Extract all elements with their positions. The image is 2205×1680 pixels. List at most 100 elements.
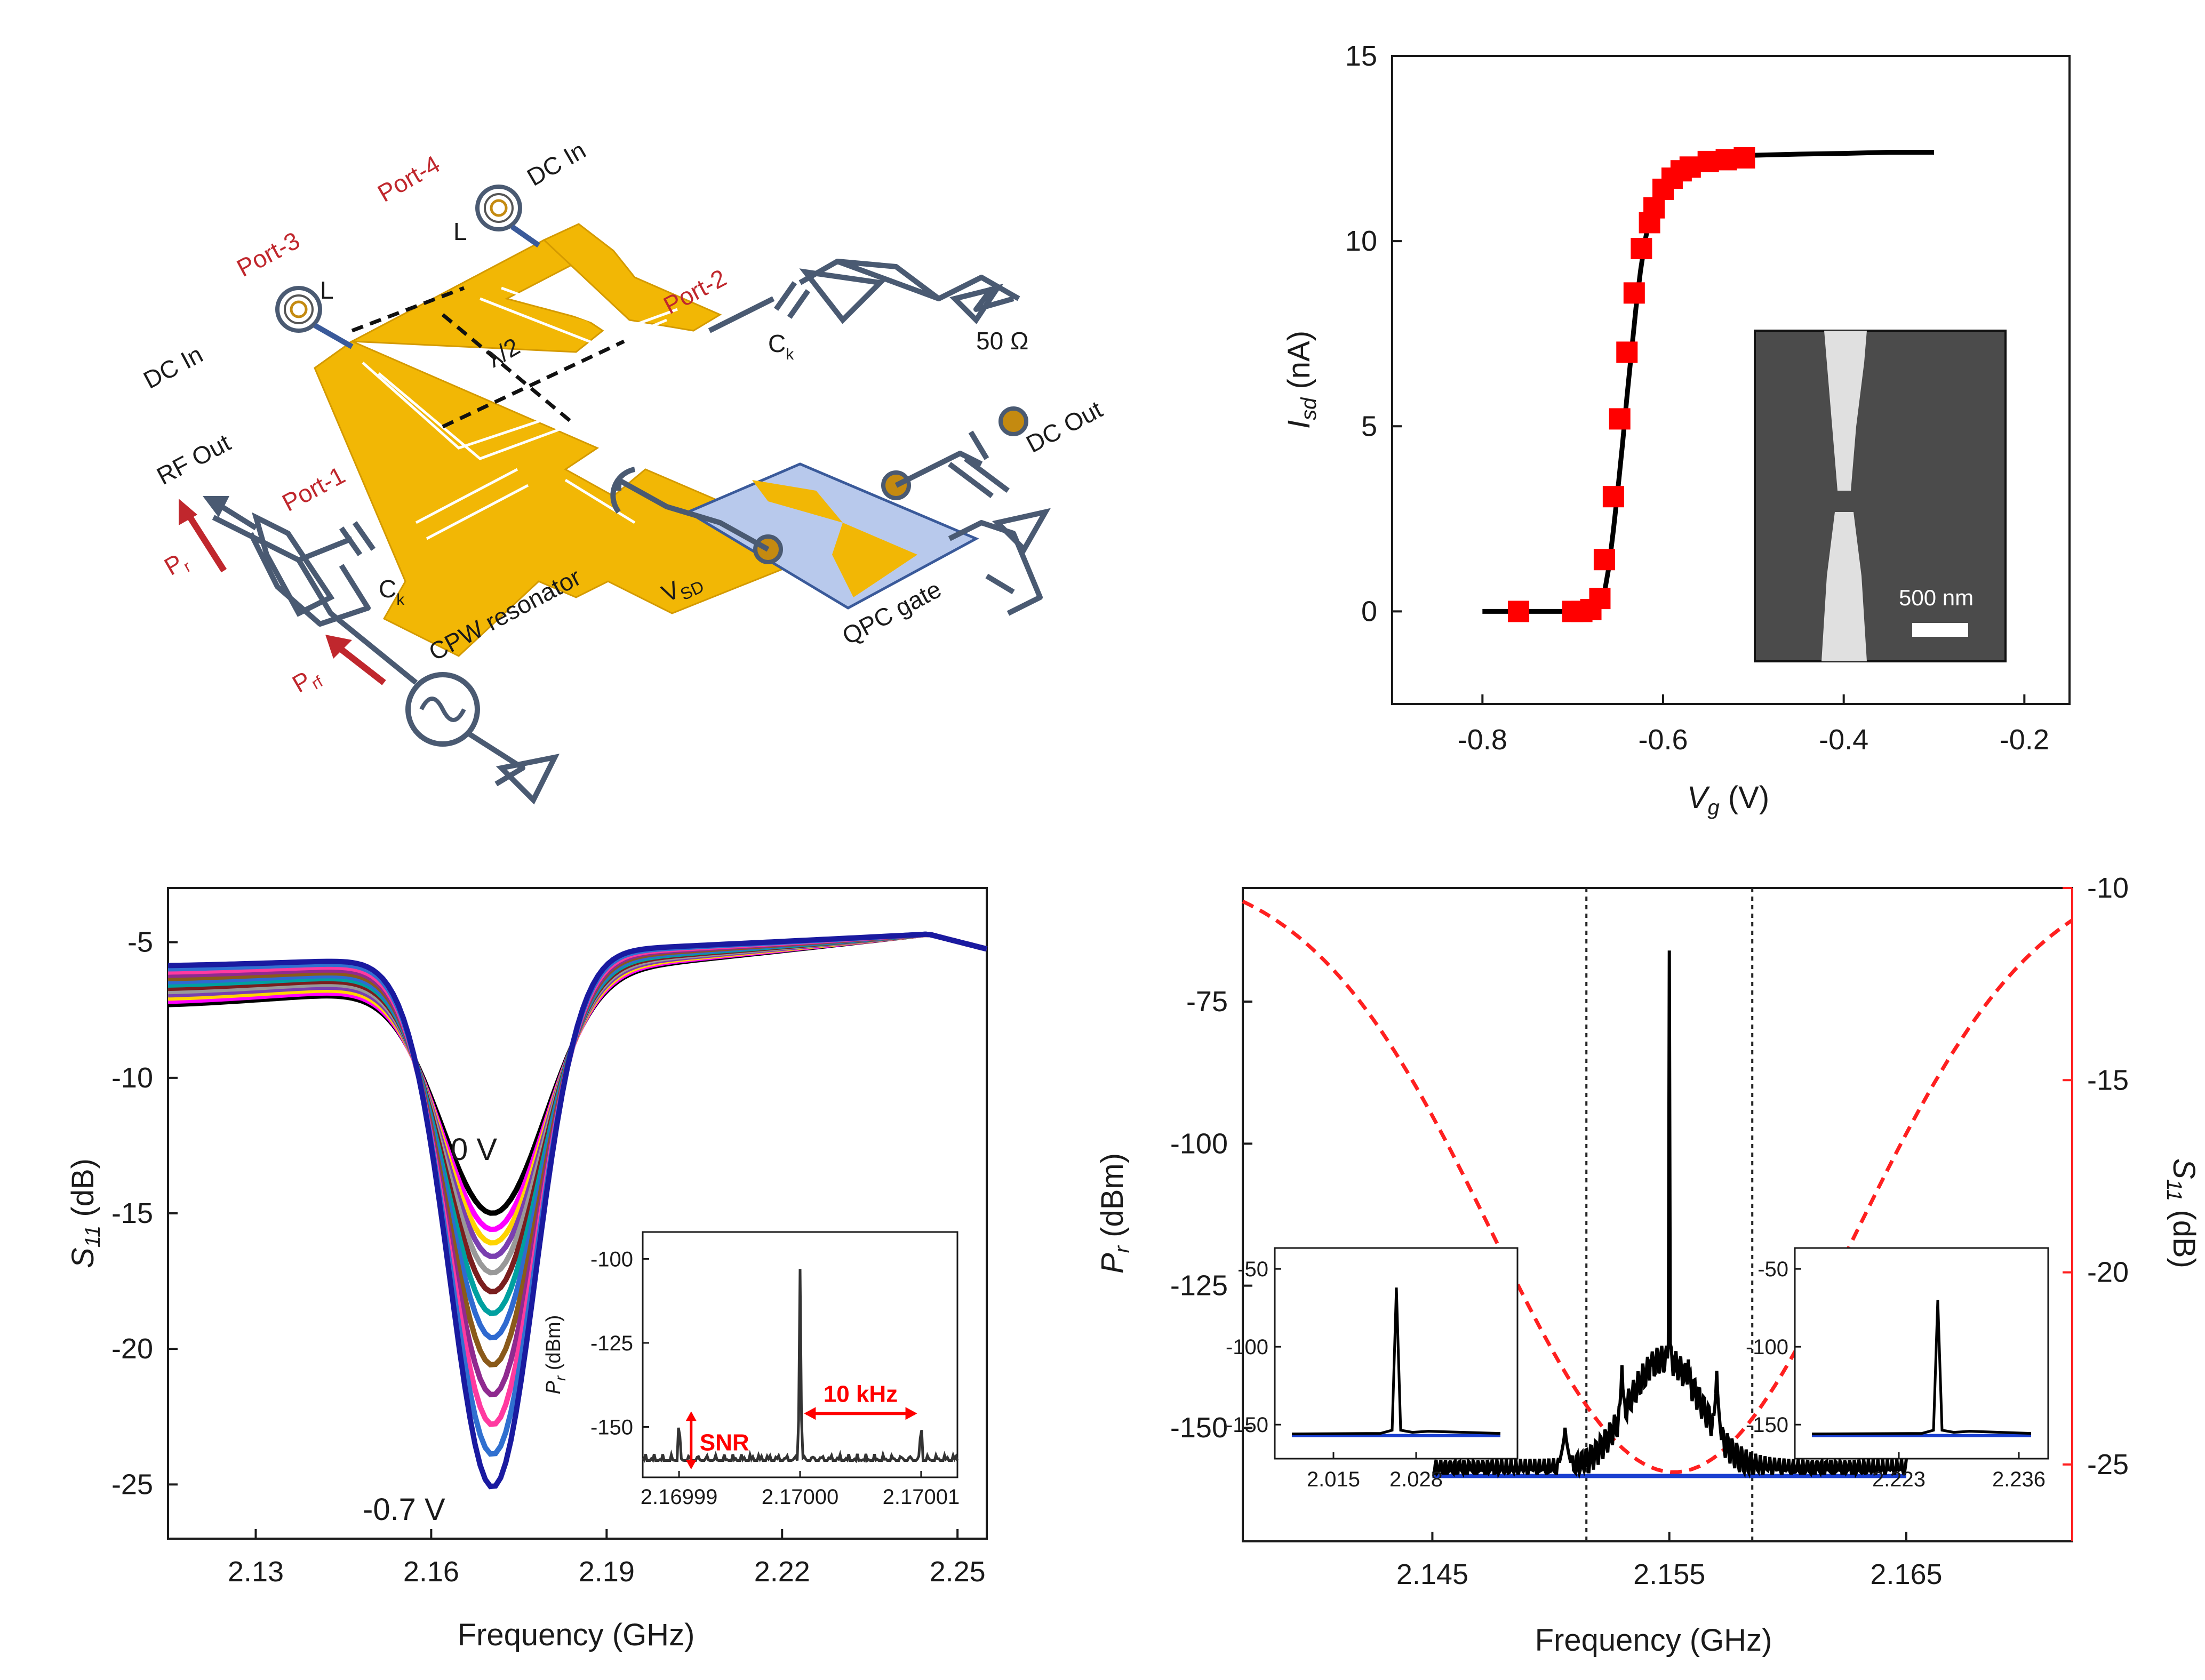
s11-xtick-label: 2.13 (228, 1556, 284, 1588)
snr-label: SNR (700, 1430, 749, 1456)
iv-xtick-label: -0.4 (1819, 724, 1868, 756)
s11-xtick-label: 2.19 (579, 1556, 635, 1588)
dc-in-top-label: DC In (522, 136, 590, 191)
iv-ticks: -0.8 -0.6 -0.4 -0.2 0 5 10 15 (1345, 40, 2049, 756)
spectrum-y2tick-label: -25 (2087, 1449, 2129, 1481)
sem-gate-top (1824, 331, 1867, 491)
spectrum-insets: -50 -100 -150 2.015 2.028 -50 -100 -150 2.223 2.2… (1226, 1247, 2049, 1491)
iv-marker (1643, 197, 1665, 219)
iv-marker (1733, 147, 1755, 169)
ck-right-symbol (773, 281, 811, 319)
spectrum-xtick-label: 2.155 (1633, 1558, 1705, 1590)
s11-xtick-label: 2.22 (754, 1556, 810, 1588)
inductor-port-3 (275, 286, 354, 349)
s11-inset-ylabel: Pr (dBm) (542, 1315, 569, 1395)
spectrum-chart: 2.145 2.155 2.165 -75 -100 -125 -150 -10 -15 -20 -… (1095, 872, 2201, 1658)
s11-dashed-curve (1242, 899, 2073, 1474)
l-top-label: L (453, 218, 467, 245)
iv-marker (1609, 408, 1631, 430)
spectrum-inset-ytick-label: -100 (1226, 1335, 1268, 1359)
iv-marker (1508, 601, 1530, 622)
ground-icon-2 (992, 508, 1051, 554)
span-arrowhead-right (905, 1407, 917, 1420)
spectrum-inset-xtick-label: 2.015 (1307, 1468, 1360, 1491)
spectrum-inset-frame (1794, 1247, 2049, 1460)
s11-xtick-label: 2.25 (930, 1556, 986, 1588)
iv-plot-frame (1391, 55, 2071, 705)
s11-annot-07v: -0.7 V (363, 1492, 445, 1527)
sem-inset: 500 nm (1754, 330, 2007, 662)
s11-inset-xtick-label: 2.17001 (883, 1485, 960, 1509)
pr-arrowhead (179, 499, 197, 525)
s11-inset-ytick-label: -100 (590, 1247, 633, 1271)
spectrum-ytick-label: -100 (1170, 1127, 1228, 1159)
iv-xlabel: Vg (V) (1687, 780, 1769, 819)
iv-ytick-label: 10 (1345, 225, 1377, 257)
port-3-label: Port-3 (232, 226, 304, 282)
spectrum-inset-signal (1291, 1287, 1501, 1436)
iv-xtick-label: -0.6 (1638, 724, 1688, 756)
s11-inset-ytick-label: -150 (590, 1415, 633, 1439)
amplifier-icon (799, 268, 886, 324)
s11-inset: 2.16999 2.17000 2.17001 -100 -125 -150 SNR 10 k… (590, 1247, 960, 1509)
spectrum-xlabel: Frequency (GHz) (1535, 1623, 1772, 1658)
iv-marker (1589, 588, 1611, 610)
iv-ytick-label: 0 (1361, 595, 1377, 627)
span-arrowhead-left (804, 1407, 816, 1420)
pr-arrow (183, 510, 227, 573)
spectrum-signal (1432, 950, 1908, 1479)
dc-out-label: DC Out (1021, 395, 1107, 458)
scalebar-label: 500 nm (1899, 585, 1974, 610)
s11-series (167, 931, 988, 1490)
s11-inset-xtick-label: 2.17000 (762, 1485, 839, 1509)
ground-icon-1 (949, 284, 1004, 324)
port-1-label: Port-1 (277, 461, 349, 517)
spectrum-y2tick-label: -15 (2087, 1064, 2129, 1096)
spectrum-xtick-label: 2.165 (1870, 1558, 1942, 1590)
spectrum-ytick-label: -150 (1170, 1412, 1228, 1444)
pr-label: Pr (159, 546, 194, 583)
qpc-substrate (685, 462, 979, 610)
iv-series (1482, 147, 1934, 622)
s11-ytick-label: -15 (111, 1197, 153, 1229)
spectrum-inset-xtick-label: 2.223 (1872, 1468, 1926, 1491)
iv-marker (1715, 149, 1737, 171)
spectrum-y2label: S11 (dB) (2162, 1158, 2201, 1268)
prf-arrowhead (325, 635, 352, 659)
s11-xlabel: Frequency (GHz) (458, 1618, 695, 1652)
spectrum-inset-xtick-label: 2.236 (1992, 1468, 2046, 1491)
spectrum-ytick-label: -75 (1186, 986, 1228, 1018)
spectrum-ylabel: Pr (dBm) (1095, 1153, 1134, 1274)
spectrum-xtick-label: 2.145 (1396, 1558, 1468, 1590)
port-4-label: Port-4 (373, 150, 444, 207)
spectrum-inset-ytick-label: -150 (1226, 1413, 1268, 1437)
iv-marker (1602, 486, 1624, 508)
prf-arrow (334, 643, 386, 685)
snr-arrowhead-up (685, 1411, 697, 1421)
spectrum-y2tick-label: -20 (2087, 1257, 2129, 1289)
s11-ytick-label: -25 (111, 1468, 153, 1500)
s11-ticks: 2.13 2.16 2.19 2.22 2.25 -5 -10 -15 -20 -25 (111, 926, 986, 1588)
iv-marker (1616, 341, 1638, 363)
directional-coupler (252, 512, 335, 617)
s11-curve (167, 931, 988, 1490)
qpc-gate-right (832, 523, 917, 597)
l-left-label: L (320, 276, 334, 304)
s11-ylabel: S11 (dB) (66, 1158, 105, 1268)
iv-marker (1593, 549, 1615, 571)
ck-left-symbol (339, 521, 376, 556)
spectrum-inset-ytick-label: -150 (1746, 1413, 1788, 1437)
spectrum-series (1242, 888, 2073, 1541)
s11-inset-ytick-label: -125 (590, 1332, 633, 1355)
ck-right-label: Ck (768, 330, 794, 363)
spectrum-y2tick-label: -10 (2087, 872, 2129, 904)
iv-chart: -0.8 -0.6 -0.4 -0.2 0 5 10 15 500 nm Isd (nA) V… (1282, 40, 2071, 819)
dc-out-capacitor (948, 430, 1010, 498)
inductor-port-4 (475, 185, 540, 248)
snr-arrowhead-down (685, 1460, 697, 1470)
iv-xtick-label: -0.8 (1458, 724, 1507, 756)
iv-ytick-label: 15 (1345, 40, 1377, 72)
s11-chart: 2.13 2.16 2.19 2.22 2.25 -5 -10 -15 -20 -25 0 V -… (66, 887, 988, 1652)
device-diagram: λ/2 Port-3 Port-4 Por (139, 136, 1107, 805)
